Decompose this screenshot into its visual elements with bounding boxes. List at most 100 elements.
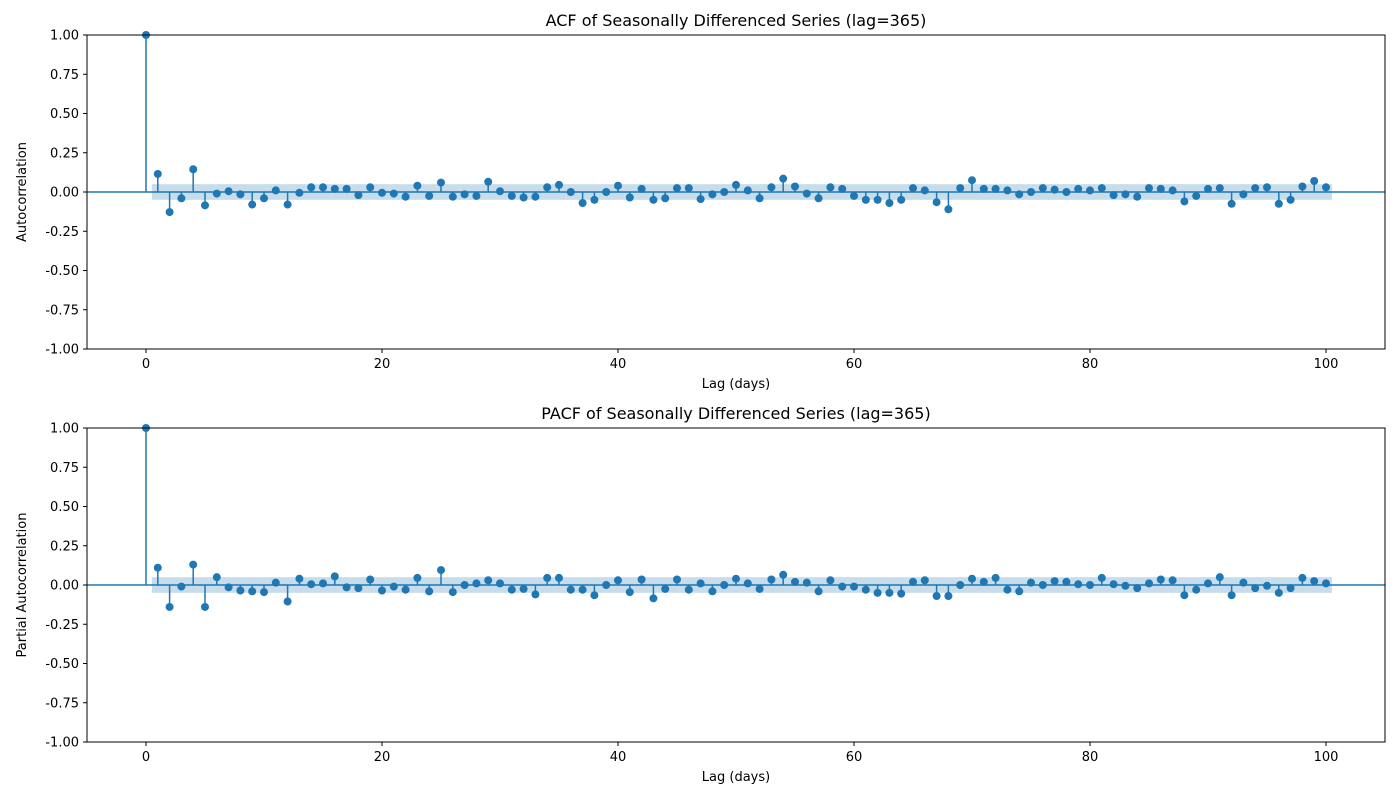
acf-stems-layer: [142, 31, 1330, 217]
pacf-stem-marker: [1263, 581, 1271, 590]
pacf-stem-marker: [861, 585, 870, 594]
pacf-stem-marker: [460, 581, 469, 589]
pacf-stem-marker: [673, 575, 681, 584]
pacf-stem-marker: [791, 577, 799, 586]
acf-stem-marker: [472, 191, 481, 200]
acf-stem-marker: [590, 195, 599, 204]
acf-stem-marker: [791, 182, 799, 191]
acf-stem-marker: [283, 200, 292, 209]
pacf-stem-marker: [248, 587, 257, 596]
acf-stem-marker: [1062, 188, 1071, 196]
pacf-stem-marker: [224, 583, 233, 592]
pacf-stem-marker: [165, 602, 174, 611]
pacf-stem-marker: [472, 579, 481, 588]
acf-stem-marker: [1239, 190, 1248, 199]
pacf-stem-marker: [743, 579, 752, 588]
pacf-stem-marker: [767, 575, 776, 584]
pacf-stem-marker: [354, 584, 363, 593]
acf-x-tick-label: 0: [142, 357, 150, 372]
acf-stem-marker: [968, 176, 976, 185]
acf-y-tick-label: 0.00: [50, 186, 79, 201]
pacf-stem-marker: [873, 588, 882, 597]
pacf-y-ticks: -1.00 -0.75 -0.50 -0.25 0.00 0.25 0.50 0.75 1.00: [45, 422, 87, 751]
pacf-x-tick-label: 100: [1314, 750, 1339, 765]
pacf-stem-marker: [802, 578, 811, 587]
acf-x-tick-label: 40: [610, 357, 627, 372]
pacf-stem-marker: [271, 578, 280, 587]
acf-stem-marker: [1109, 191, 1118, 200]
acf-stem-marker: [460, 190, 469, 199]
acf-stem-marker: [920, 186, 929, 195]
pacf-x-tick-label: 60: [846, 750, 863, 765]
pacf-stem-marker: [425, 587, 434, 596]
pacf-y-tick-label: -0.25: [45, 618, 79, 633]
acf-stem-marker: [661, 194, 670, 203]
pacf-stem-marker: [1038, 581, 1047, 589]
acf-stem-marker: [861, 195, 870, 204]
pacf-stem-marker: [920, 576, 929, 585]
pacf-stem-marker: [850, 582, 858, 591]
pacf-x-tick-label: 0: [142, 750, 150, 765]
acf-stem-marker: [850, 191, 858, 200]
acf-stem-marker: [909, 184, 917, 193]
acf-stem-marker: [814, 194, 823, 203]
pacf-stem-marker: [1015, 587, 1024, 596]
acf-stem-marker: [342, 184, 351, 193]
acf-stem-marker: [236, 190, 245, 199]
pacf-stem-marker: [979, 577, 988, 586]
acf-stem-marker: [260, 194, 268, 203]
pacf-panel: 0 20 40 60 80 100 -1.00 -0.75 -0.50 -0.25 0.00 0.2…: [15, 404, 1386, 785]
pacf-x-axis-label: Lag (days): [702, 770, 770, 785]
pacf-stem-marker: [708, 587, 717, 596]
pacf-stem-marker: [543, 573, 552, 582]
pacf-stem-marker: [507, 585, 516, 594]
pacf-stem-marker: [1074, 580, 1083, 589]
acf-stem-marker: [897, 195, 906, 204]
pacf-stem-marker: [307, 580, 316, 589]
acf-y-axis-label: Autocorrelation: [15, 142, 30, 242]
pacf-stem-marker: [566, 585, 575, 594]
acf-stem-marker: [378, 188, 386, 197]
acf-stem-marker: [684, 184, 693, 193]
acf-stem-marker: [779, 174, 788, 183]
acf-stem-marker: [720, 188, 729, 196]
acf-stem-marker: [1310, 177, 1319, 186]
pacf-stem-marker: [944, 591, 953, 600]
acf-stem-marker: [1121, 190, 1130, 199]
pacf-stem-marker: [413, 573, 422, 582]
acf-stem-marker: [271, 186, 280, 195]
acf-stem-marker: [708, 190, 717, 199]
acf-stem-marker: [1263, 183, 1271, 192]
acf-stem-marker: [531, 192, 540, 201]
acf-stem-marker: [1227, 199, 1236, 208]
acf-stem-marker: [767, 183, 776, 192]
acf-y-ticks: -1.00 -0.75 -0.50 -0.25 0.00 0.25 0.50 0.75 1.00: [45, 29, 87, 358]
acf-stem-marker: [1286, 195, 1295, 204]
acf-stem-marker: [177, 194, 186, 203]
pacf-stem-marker: [1274, 588, 1283, 597]
pacf-stem-marker: [448, 588, 457, 597]
pacf-stem-marker: [212, 573, 221, 582]
acf-stem-marker: [944, 205, 953, 214]
acf-stem-marker: [673, 184, 681, 193]
acf-y-tick-label: 0.75: [50, 68, 79, 83]
pacf-stem-marker: [531, 590, 540, 599]
pacf-stem-marker: [1310, 577, 1319, 586]
acf-y-tick-label: 0.50: [50, 107, 79, 122]
pacf-stem-marker: [1215, 573, 1224, 582]
pacf-stem-marker: [366, 575, 375, 584]
acf-y-tick-label: -0.75: [45, 303, 79, 318]
acf-stem-marker: [1133, 192, 1142, 201]
pacf-y-tick-label: 0.00: [50, 579, 79, 594]
acf-stem-marker: [425, 191, 434, 200]
acf-stem-marker: [330, 184, 339, 193]
acf-stem-marker: [307, 183, 316, 192]
acf-stem-marker: [614, 181, 622, 190]
acf-stem-marker: [555, 180, 563, 189]
pacf-stem-marker: [1156, 575, 1165, 584]
pacf-stem-marker: [991, 573, 1000, 582]
acf-stem-marker: [956, 184, 965, 193]
acf-stem-marker: [1003, 186, 1012, 195]
acf-axes-frame: [86, 34, 1386, 350]
pacf-stem-marker: [897, 589, 906, 598]
